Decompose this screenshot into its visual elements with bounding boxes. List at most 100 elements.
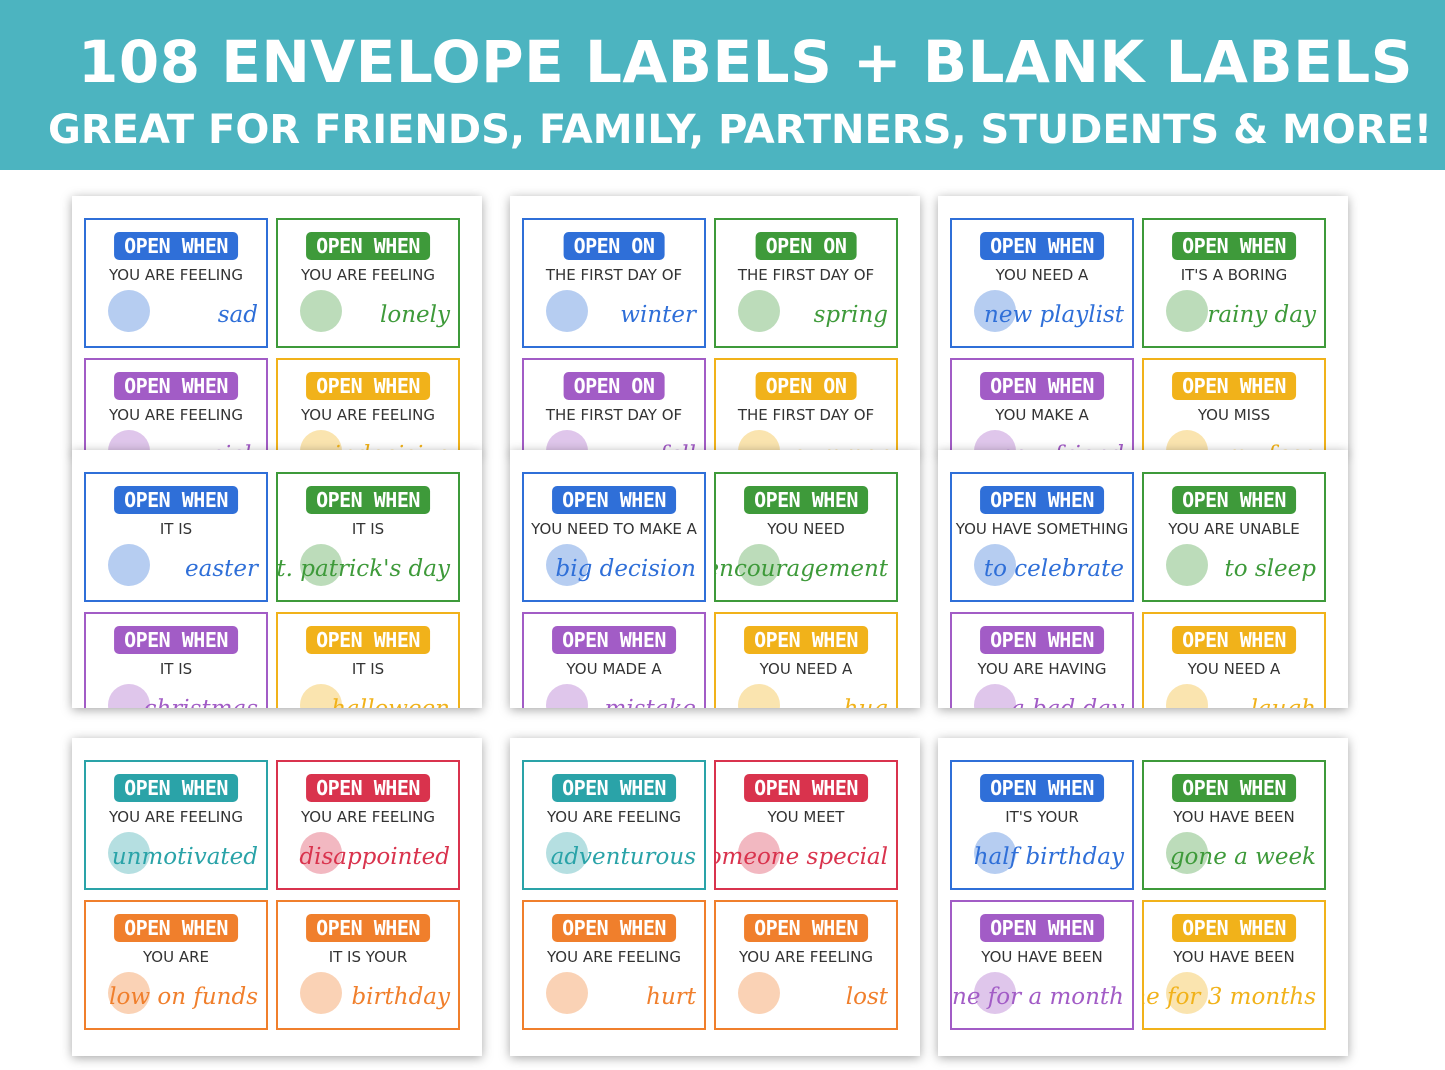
snail-icon [738,972,780,1014]
headphones-icon [974,290,1016,332]
envelope-label: OPEN ON THE FIRST DAY OF winter [522,218,706,348]
globe-icon [546,832,588,874]
open-when-tag: OPEN WHEN [306,626,430,654]
label-prompt: YOU NEED A [995,266,1089,284]
label-sheet: OPEN WHEN YOU ARE FEELING unmotivated OPEN … [72,738,482,1056]
open-when-tag: OPEN WHEN [744,486,868,514]
open-when-tag: OPEN WHEN [552,486,676,514]
open-when-tag: OPEN WHEN [744,774,868,802]
envelope-label: OPEN WHEN YOU ARE FEELING disappointed [276,760,460,890]
open-when-tag: OPEN WHEN [114,486,238,514]
label-occasion: gone a week [1169,844,1316,870]
open-when-tag: OPEN WHEN [306,774,430,802]
label-occasion: low on funds [109,984,258,1010]
number-one-icon [1166,832,1208,874]
label-prompt: YOU NEED A [1187,660,1281,678]
open-when-tag: OPEN WHEN [980,914,1104,942]
envelope-label: OPEN WHEN YOU ARE FEELING adventurous [522,760,706,890]
label-prompt: THE FIRST DAY OF [737,406,875,424]
umbrella-icon [1166,290,1208,332]
birthday-cake-icon [300,972,342,1014]
label-occasion: a bad day [1011,696,1124,708]
envelope-label: OPEN WHEN YOU NEED A hug [714,612,898,708]
balloons-icon [974,832,1016,874]
header-banner: 108 ENVELOPE LABELS + BLANK LABELS GREAT… [0,0,1445,170]
label-prompt: YOU NEED [767,520,845,538]
label-sheet: OPEN WHEN IT'S YOUR half birthday OPEN WHEN… [938,738,1348,1056]
money-icon [108,972,150,1014]
open-when-tag: OPEN WHEN [980,372,1104,400]
label-prompt: YOU NEED A [759,660,853,678]
envelope-label: OPEN WHEN YOU MEET someone special [714,760,898,890]
label-sheet: OPEN WHEN YOU NEED A new playlist OPEN WHEN… [938,196,1348,454]
envelope-label: OPEN WHEN YOU HAVE BEEN gone for a month [950,900,1134,1030]
label-prompt: YOU ARE HAVING [977,660,1107,678]
envelope-label: OPEN WHEN YOU NEED encouragement [714,472,898,602]
envelope-label: OPEN WHEN IT'S A BORING rainy day [1142,218,1326,348]
open-when-tag: OPEN WHEN [306,486,430,514]
open-when-tag: OPEN WHEN [1172,626,1296,654]
envelope-label: OPEN WHEN YOU ARE low on funds [84,900,268,1030]
label-prompt: YOU ARE FEELING [546,808,682,826]
label-sheet: OPEN ON THE FIRST DAY OF winter OPEN ON THE … [510,196,920,454]
open-when-tag: OPEN WHEN [114,774,238,802]
label-sheet: OPEN WHEN YOU ARE FEELING sad OPEN WHEN YOU … [72,196,482,454]
label-prompt: YOU ARE FEELING [108,808,244,826]
snowman-icon [546,290,588,332]
label-prompt: IT IS [159,660,193,678]
label-occasion: half birthday [973,844,1124,870]
label-prompt: YOU MADE A [566,660,662,678]
open-when-tag: OPEN WHEN [744,626,868,654]
open-when-tag: OPEN WHEN [306,232,430,260]
envelope-label: OPEN WHEN IT IS christmas [84,612,268,708]
envelope-label: OPEN WHEN YOU HAVE SOMETHING to celebrate [950,472,1134,602]
open-when-tag: OPEN WHEN [744,914,868,942]
disappointed-face-icon [300,832,342,874]
envelope-label: OPEN WHEN YOU ARE UNABLE to sleep [1142,472,1326,602]
open-when-tag: OPEN ON [755,232,857,260]
envelope-label: OPEN WHEN YOU ARE FEELING lonely [276,218,460,348]
label-occasion: birthday [351,984,450,1010]
sloth-icon [108,832,150,874]
hug-heart-icon [738,684,780,708]
label-prompt: YOU ARE FEELING [546,948,682,966]
envelope-label: OPEN WHEN IT'S YOUR half birthday [950,760,1134,890]
open-when-tag: OPEN ON [563,372,665,400]
open-when-tag: OPEN WHEN [1172,914,1296,942]
label-occasion: hug [844,696,888,708]
label-occasion: new playlist [984,302,1124,328]
label-occasion: halloween [331,696,450,708]
label-prompt: YOU MEET [767,808,845,826]
hearts-icon [738,832,780,874]
open-when-tag: OPEN WHEN [1172,372,1296,400]
label-occasion: unmotivated [111,844,258,870]
leprechaun-hat-icon [300,544,342,586]
open-when-tag: OPEN WHEN [552,914,676,942]
open-when-tag: OPEN WHEN [1172,486,1296,514]
label-prompt: YOU MISS [1197,406,1271,424]
teddy-bear-icon [300,290,342,332]
flowers-icon [738,290,780,332]
banner-title: 108 ENVELOPE LABELS + BLANK LABELS [78,28,1413,96]
open-when-tag: OPEN ON [563,232,665,260]
banner-subtitle: GREAT FOR FRIENDS, FAMILY, PARTNERS, STU… [48,107,1433,153]
label-occasion: to celebrate [983,556,1124,582]
label-occasion: someone special [714,844,888,870]
open-when-tag: OPEN WHEN [1172,774,1296,802]
envelope-label: OPEN WHEN IT IS easter [84,472,268,602]
label-occasion: lost [845,984,888,1010]
label-prompt: YOU ARE FEELING [300,808,436,826]
label-prompt: YOU NEED TO MAKE A [531,520,697,538]
open-when-tag: OPEN WHEN [1172,232,1296,260]
label-prompt: YOU ARE [142,948,210,966]
open-when-tag: OPEN ON [755,372,857,400]
label-prompt: YOU ARE FEELING [300,406,436,424]
label-prompt: YOU HAVE BEEN [1173,948,1295,966]
label-prompt: THE FIRST DAY OF [737,266,875,284]
